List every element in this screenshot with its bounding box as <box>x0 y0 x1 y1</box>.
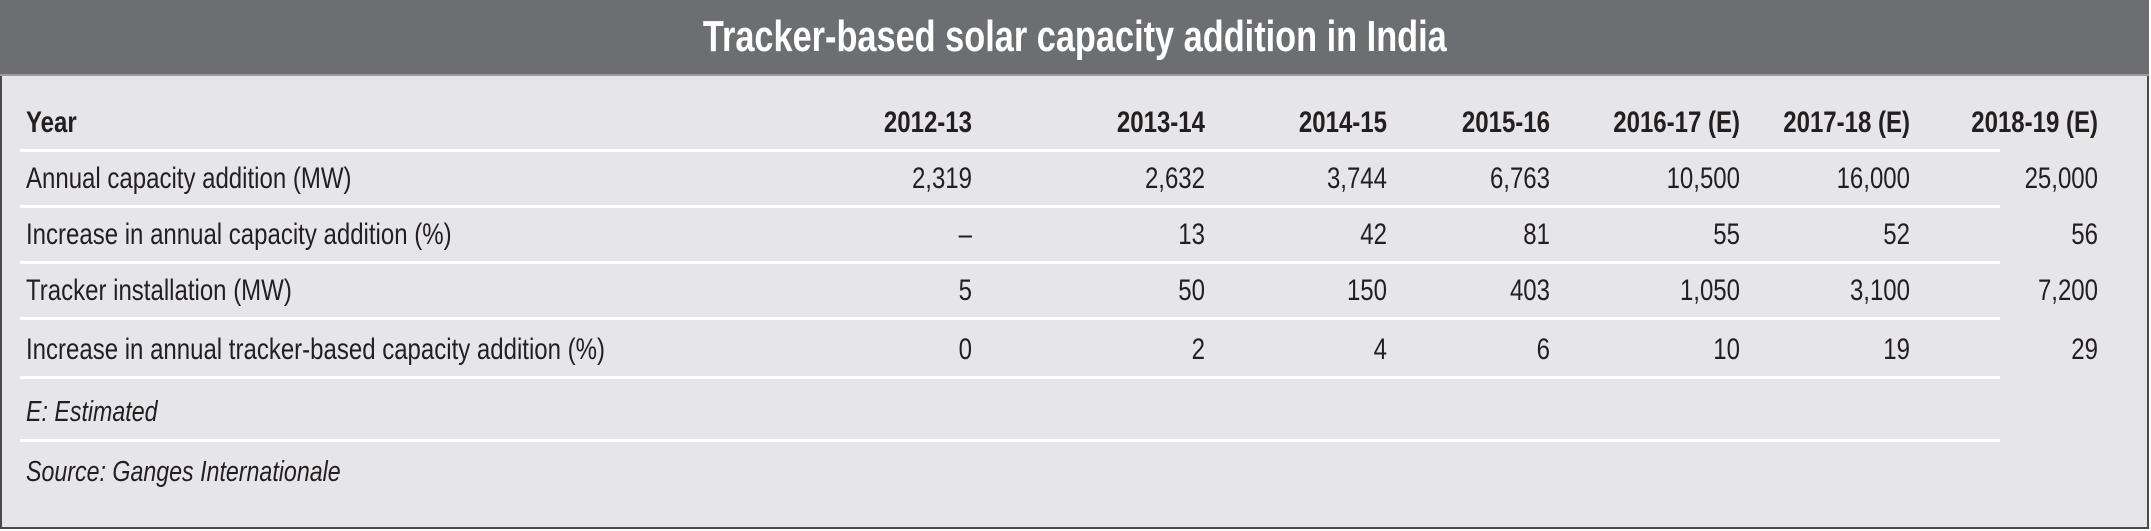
row-separator <box>20 439 2000 442</box>
column-header: 2017-18 (E) <box>1783 106 1910 139</box>
header-label: Year <box>26 106 77 139</box>
table-cell: – <box>958 218 972 251</box>
row-label: Increase in annual tracker-based capacit… <box>26 333 605 366</box>
table-row: Increase in annual capacity addition (%)… <box>20 208 2098 264</box>
table-cell: 7,200 <box>2037 274 2098 307</box>
table-row: Annual capacity addition (MW) 2,319 2,63… <box>20 152 2098 208</box>
column-header: 2015-16 <box>1461 106 1550 139</box>
table-cell: 16,000 <box>1836 162 1910 195</box>
header-row: Year 2012-13 2013-14 2014-15 2015-16 201… <box>20 96 2098 152</box>
table-cell: 55 <box>1713 218 1740 251</box>
column-header: 2013-14 <box>1116 106 1205 139</box>
table-cell: 19 <box>1883 333 1910 366</box>
table-cell: 29 <box>2071 333 2098 366</box>
table-title: Tracker-based solar capacity addition in… <box>702 12 1447 61</box>
table-row: Increase in annual tracker-based capacit… <box>20 323 2098 379</box>
column-header: 2016-17 (E) <box>1613 106 1740 139</box>
table-cell: 0 <box>958 333 972 366</box>
table-cell: 150 <box>1346 274 1387 307</box>
table-cell: 10,500 <box>1666 162 1740 195</box>
table-cell: 4 <box>1373 333 1387 366</box>
table-cell: 2,632 <box>1144 162 1205 195</box>
footnote-row: E: Estimated <box>20 386 2000 442</box>
row-label: Annual capacity addition (MW) <box>26 162 352 195</box>
table-cell: 5 <box>958 274 972 307</box>
table-cell: 42 <box>1360 218 1387 251</box>
table-cell: 403 <box>1509 274 1550 307</box>
table-cell: 13 <box>1178 218 1205 251</box>
row-label: Increase in annual capacity addition (%) <box>26 218 452 251</box>
table-cell: 56 <box>2071 218 2098 251</box>
table-cell: 1,050 <box>1679 274 1740 307</box>
title-bar: Tracker-based solar capacity addition in… <box>0 0 2149 76</box>
table-cell: 6,763 <box>1489 162 1550 195</box>
table-cell: 3,100 <box>1849 274 1910 307</box>
table-cell: 2 <box>1191 333 1205 366</box>
table-cell: 52 <box>1883 218 1910 251</box>
source-note: Source: Ganges Internationale <box>26 456 341 488</box>
row-label: Tracker installation (MW) <box>26 274 292 307</box>
frame-border <box>0 76 2 529</box>
table-cell: 81 <box>1523 218 1550 251</box>
table-cell: 50 <box>1178 274 1205 307</box>
column-header: 2014-15 <box>1298 106 1387 139</box>
column-header: 2012-13 <box>883 106 972 139</box>
table-cell: 10 <box>1713 333 1740 366</box>
row-separator <box>20 205 2000 208</box>
table-cell: 3,744 <box>1326 162 1387 195</box>
table-cell: 2,319 <box>911 162 972 195</box>
table-cell: 6 <box>1536 333 1550 366</box>
table-cell: 25,000 <box>2024 162 2098 195</box>
row-separator <box>20 261 2000 264</box>
footnote-estimated: E: Estimated <box>26 396 158 428</box>
row-separator <box>20 317 2000 320</box>
row-separator <box>20 149 2000 152</box>
column-header: 2018-19 (E) <box>1971 106 2098 139</box>
table-row: Tracker installation (MW) 5 50 150 403 1… <box>20 264 2098 320</box>
row-separator <box>20 376 2000 379</box>
